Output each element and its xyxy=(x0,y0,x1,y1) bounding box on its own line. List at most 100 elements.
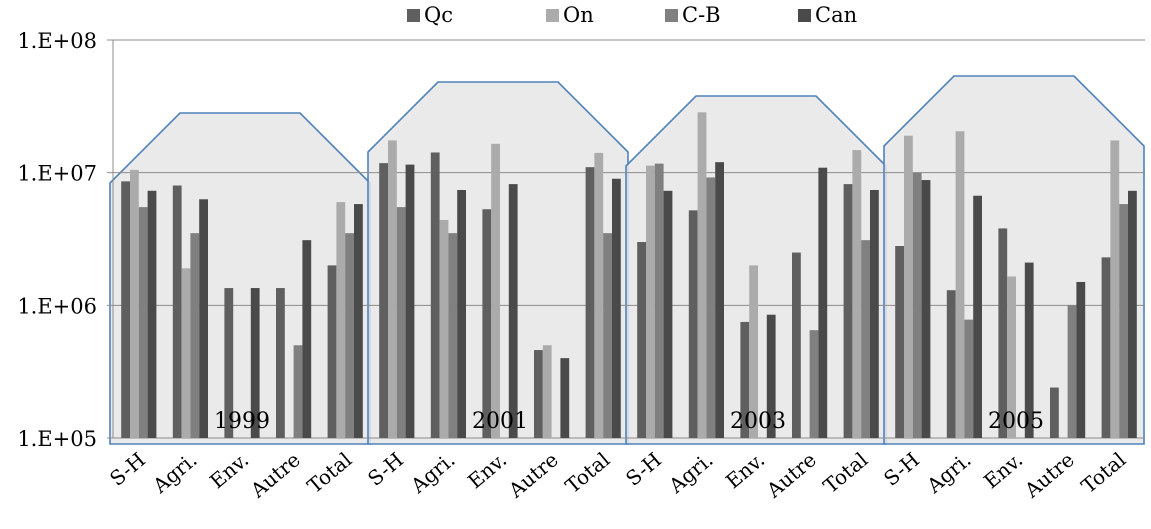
bar-can xyxy=(1024,262,1034,438)
bar-qc xyxy=(637,242,646,438)
bar-c-b xyxy=(603,233,612,438)
bar-c-b xyxy=(1067,305,1077,438)
x-tick-label: Env. xyxy=(979,447,1027,493)
legend-label: C-B xyxy=(682,3,721,27)
bar-qc xyxy=(172,185,182,438)
bar-can xyxy=(921,180,931,438)
bar-qc xyxy=(482,209,492,438)
bar-can xyxy=(973,195,982,438)
legend-label: On xyxy=(563,3,594,27)
bar-on xyxy=(1007,276,1016,438)
bar-qc xyxy=(895,246,904,438)
legend-swatch xyxy=(798,9,811,22)
bar-can xyxy=(405,164,415,439)
group-year-label: 2001 xyxy=(472,409,528,434)
bar-c-b xyxy=(1119,204,1128,438)
x-tick-label: S-H xyxy=(621,447,666,490)
legend-label: Qc xyxy=(424,3,453,27)
bar-can xyxy=(199,199,208,438)
x-tick-label: Env. xyxy=(463,447,511,493)
bar-c-b xyxy=(138,207,148,438)
bar-can xyxy=(250,288,260,438)
bar-qc xyxy=(430,152,440,438)
bar-qc xyxy=(1050,387,1059,438)
x-tick-label: Agri. xyxy=(147,447,201,498)
bar-qc xyxy=(998,228,1008,438)
bar-qc xyxy=(121,181,130,438)
bar-can xyxy=(302,240,312,438)
bar-c-b xyxy=(912,172,922,438)
x-tick-label: Total xyxy=(303,447,357,498)
group-year-label: 1999 xyxy=(214,409,270,434)
bar-on xyxy=(697,112,707,438)
x-tick-label: Total xyxy=(1077,447,1131,498)
bar-qc xyxy=(843,184,853,438)
bar-qc xyxy=(224,288,234,438)
x-tick-label: Env. xyxy=(205,447,253,493)
bar-can xyxy=(560,358,570,438)
bar-on xyxy=(852,150,862,438)
y-tick-label: 1.E+07 xyxy=(17,162,97,186)
x-tick-label: Total xyxy=(819,447,873,498)
legend-label: Can xyxy=(815,3,857,27)
bar-on xyxy=(594,152,604,438)
x-tick-label: Autre xyxy=(761,447,821,503)
x-tick-label: Total xyxy=(561,447,615,498)
legend: Qc On C-B Can xyxy=(407,3,857,27)
x-tick-label: S-H xyxy=(879,447,924,490)
bar-qc xyxy=(688,210,698,438)
bar-can xyxy=(354,204,363,438)
bar-c-b xyxy=(448,233,458,438)
group-year-label: 2003 xyxy=(730,409,786,434)
x-tick-label: S-H xyxy=(363,447,408,490)
legend-swatch xyxy=(546,9,559,22)
bar-c-b xyxy=(706,177,716,438)
y-tick-label: 1.E+06 xyxy=(17,294,97,318)
bar-qc xyxy=(534,350,543,438)
bar-can xyxy=(1076,281,1086,438)
y-tick-label: 1.E+05 xyxy=(17,427,97,451)
bar-on xyxy=(336,202,346,438)
x-tick-label: Agri. xyxy=(405,447,459,498)
bar-can xyxy=(1128,190,1137,438)
bar-can xyxy=(766,314,776,438)
bar-qc xyxy=(792,252,801,438)
bar-on xyxy=(904,135,913,438)
bar-can xyxy=(663,190,673,438)
bar-can xyxy=(818,167,828,438)
bar-on xyxy=(1110,140,1120,438)
bar-on xyxy=(130,169,139,438)
bar-c-b xyxy=(654,163,664,439)
bar-c-b xyxy=(809,330,819,438)
bar-c-b xyxy=(396,207,406,438)
bar-on xyxy=(955,131,965,439)
bar-qc xyxy=(379,163,388,439)
bar-can xyxy=(715,162,724,438)
legend-swatch xyxy=(665,9,678,22)
bar-c-b xyxy=(345,233,354,438)
x-tick-label: Agri. xyxy=(663,447,717,498)
x-tick-label: Env. xyxy=(721,447,769,493)
bar-c-b xyxy=(190,233,200,438)
x-tick-label: Autre xyxy=(503,447,563,503)
bar-can xyxy=(870,190,879,438)
bar-can xyxy=(508,184,518,438)
bar-on xyxy=(491,143,500,439)
bar-qc xyxy=(1101,257,1111,438)
bar-can xyxy=(147,190,157,438)
bar-qc xyxy=(740,321,750,438)
year-groups xyxy=(109,75,1145,445)
bar-qc xyxy=(585,167,595,438)
x-tick-label: S-H xyxy=(105,447,150,490)
bar-c-b xyxy=(861,240,870,438)
bar-on xyxy=(749,265,758,438)
bar-c-b xyxy=(964,319,974,438)
bar-on xyxy=(542,345,552,438)
bar-on xyxy=(646,165,655,438)
bar-c-b xyxy=(293,345,303,438)
bars: 1999 2001 2003 2005 xyxy=(121,112,1137,439)
bar-qc xyxy=(276,288,285,438)
bar-can xyxy=(612,178,621,438)
x-tick-label: Autre xyxy=(245,447,305,503)
